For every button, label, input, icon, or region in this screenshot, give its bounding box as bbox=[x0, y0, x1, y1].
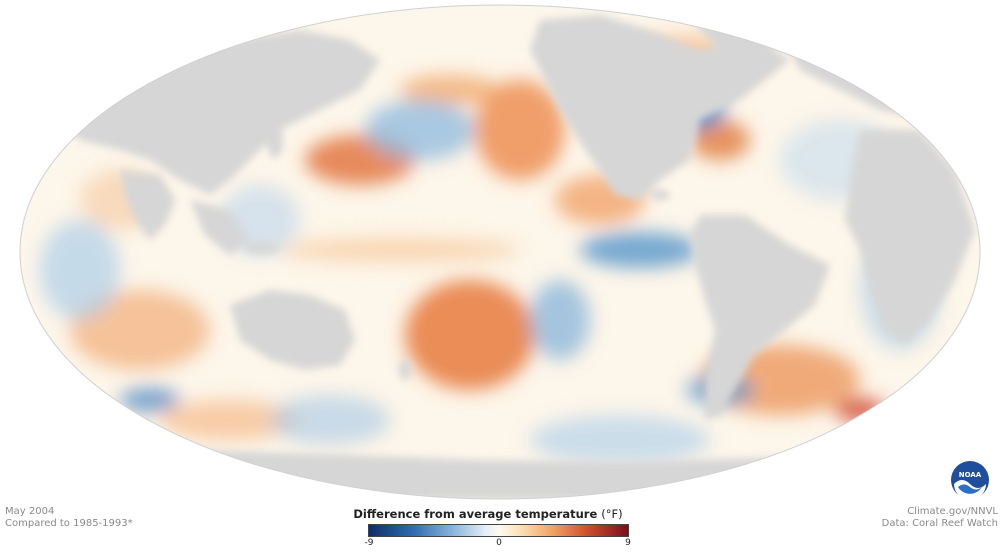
legend-unit: (°F) bbox=[601, 507, 623, 521]
baseline-period: Compared to 1985-1993* bbox=[5, 518, 133, 529]
globe bbox=[20, 5, 980, 499]
noaa-logo-icon: NOAA bbox=[951, 461, 989, 500]
credit-text: Climate.gov/NNVL bbox=[907, 506, 998, 517]
legend-title-text: Difference from average temperature bbox=[353, 507, 598, 521]
color-legend: Difference from average temperature (°F)… bbox=[343, 507, 633, 551]
legend-min-label: -9 bbox=[364, 538, 374, 548]
footer-left: May 2004 Compared to 1985-1993* bbox=[5, 506, 133, 530]
legend-mid-label: 0 bbox=[496, 538, 502, 548]
legend-title: Difference from average temperature (°F) bbox=[343, 507, 633, 521]
world-anomaly-map bbox=[19, 4, 981, 500]
footer-right: Climate.gov/NNVL Data: Coral Reef Watch bbox=[882, 506, 998, 530]
noaa-logo-text: NOAA bbox=[959, 471, 982, 479]
globe-outline bbox=[19, 4, 981, 500]
data-source-text: Data: Coral Reef Watch bbox=[881, 518, 998, 529]
legend-max-label: 9 bbox=[625, 538, 631, 548]
legend-color-bar bbox=[368, 524, 629, 537]
map-date: May 2004 bbox=[5, 506, 55, 517]
legend-ticks: -9 0 9 bbox=[343, 537, 633, 551]
